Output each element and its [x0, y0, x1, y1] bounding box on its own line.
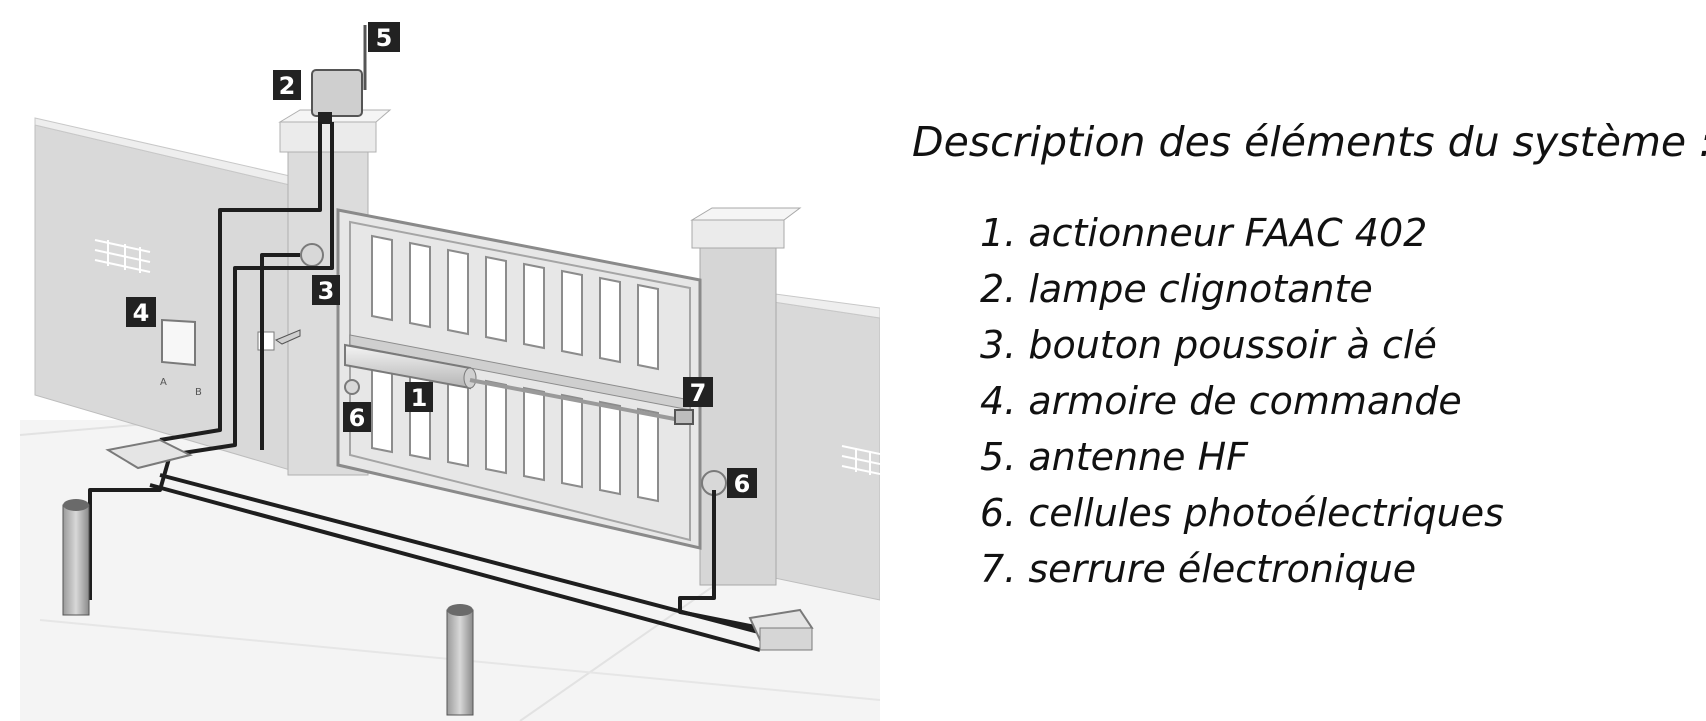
brick-texture-left	[94, 239, 151, 273]
component-legend: Description des éléments du système : 1.…	[912, 118, 1706, 597]
right-pillar	[690, 207, 802, 586]
callout-6-right: 6	[727, 468, 757, 498]
callout-1: 1	[405, 382, 433, 412]
photocell-post-left	[62, 499, 90, 616]
cabinet-letter-b: B	[195, 387, 202, 398]
callout-2: 2	[273, 70, 301, 100]
sliding-gate	[336, 208, 702, 550]
electric-lock	[674, 409, 694, 425]
control-cabinet: A B	[160, 318, 202, 398]
svg-text:5: 5	[376, 24, 393, 52]
photocell-left	[300, 243, 360, 395]
svg-text:2: 2	[279, 72, 296, 100]
gate-upper-panels	[371, 234, 659, 371]
pull-boxes	[105, 438, 814, 651]
callout-5: 5	[368, 22, 400, 52]
actuator-faac-402	[344, 343, 681, 422]
component-item-4: 4. armoire de commande	[980, 379, 1462, 424]
component-item-1: 1. actionneur FAAC 402	[980, 211, 1428, 256]
cabinet-letter-a: A	[160, 377, 167, 388]
component-list: 1. actionneur FAAC 402 2. lampe clignota…	[980, 205, 1702, 597]
right-wall	[759, 291, 880, 601]
svg-text:1: 1	[411, 384, 428, 412]
svg-text:4: 4	[133, 299, 150, 327]
component-item-5: 5. antenne HF	[980, 435, 1249, 480]
left-wall	[34, 117, 291, 471]
gate-installation-diagram: A B	[19, 22, 880, 721]
component-item-7: 7. serrure électronique	[980, 547, 1417, 592]
flashing-lamp	[311, 69, 363, 124]
component-item-2: 2. lampe clignotante	[980, 267, 1373, 312]
legend-title: Description des éléments du système :	[912, 118, 1706, 166]
svg-text:6: 6	[734, 470, 751, 498]
photocell-post-center	[446, 604, 474, 716]
component-item-6: 6. cellules photoélectriques	[980, 491, 1504, 536]
callout-4: 4	[126, 297, 156, 327]
callout-6-left: 6	[343, 402, 371, 432]
callout-7: 7	[683, 377, 713, 407]
svg-text:3: 3	[318, 277, 335, 305]
brick-texture-right	[841, 445, 880, 475]
component-item-3: 3. bouton poussoir à clé	[980, 323, 1437, 368]
svg-text:6: 6	[349, 404, 366, 432]
svg-text:7: 7	[690, 379, 707, 407]
gate-lower-panels	[371, 358, 659, 503]
cables	[88, 122, 771, 652]
callout-3: 3	[312, 275, 340, 305]
